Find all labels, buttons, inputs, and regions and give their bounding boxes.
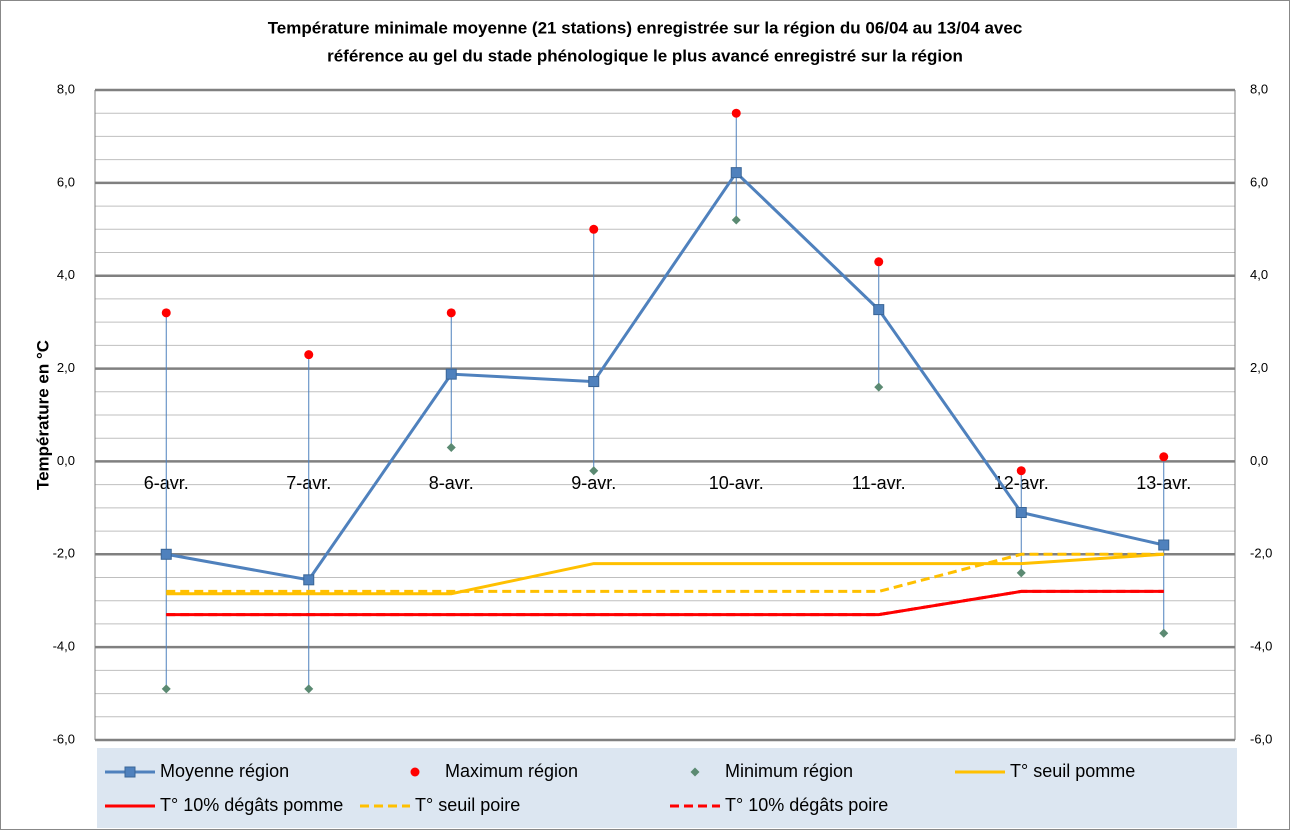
y-tick-label: 8,0 bbox=[57, 81, 75, 96]
marker-square bbox=[1015, 507, 1027, 518]
marker-circle bbox=[161, 308, 171, 318]
legend-label: T° 10% dégâts pomme bbox=[160, 795, 343, 815]
marker-square bbox=[445, 368, 457, 380]
y-tick-label: -6,0 bbox=[53, 731, 75, 746]
marker-square bbox=[303, 574, 315, 586]
legend-label: Minimum région bbox=[725, 761, 853, 781]
marker-circle bbox=[410, 767, 420, 777]
legend-label: T° seuil pomme bbox=[1010, 761, 1135, 781]
marker-circle bbox=[1016, 466, 1026, 476]
marker-circle bbox=[1159, 452, 1169, 462]
marker-square bbox=[160, 548, 172, 560]
marker-circle bbox=[304, 350, 314, 360]
marker-diamond bbox=[304, 684, 314, 694]
marker-circle bbox=[731, 108, 741, 118]
y2-tick-label: 0,0 bbox=[1250, 453, 1268, 468]
marker-square bbox=[1158, 539, 1170, 551]
marker-diamond bbox=[446, 443, 456, 452]
y-tick-label: 0,0 bbox=[57, 453, 75, 468]
x-tick-label: 10-avr. bbox=[709, 473, 764, 493]
marker-square bbox=[873, 304, 885, 316]
marker-circle bbox=[589, 224, 599, 234]
y2-tick-label: 4,0 bbox=[1250, 267, 1268, 282]
marker-diamond bbox=[1016, 568, 1026, 578]
y2-tick-label: -2,0 bbox=[1250, 546, 1272, 561]
marker-diamond bbox=[690, 767, 700, 777]
marker-diamond bbox=[589, 466, 599, 476]
x-tick-label: 9-avr. bbox=[571, 473, 616, 493]
legend-label: T° 10% dégâts poire bbox=[725, 795, 888, 815]
y-tick-label: 4,0 bbox=[57, 267, 75, 282]
y-axis-label: Température en °C bbox=[33, 340, 52, 490]
y-tick-label: 2,0 bbox=[57, 360, 75, 375]
y-tick-label: -4,0 bbox=[53, 639, 75, 654]
y2-tick-label: -6,0 bbox=[1250, 731, 1272, 746]
y2-tick-label: 8,0 bbox=[1250, 81, 1268, 96]
y-tick-label: -2,0 bbox=[53, 546, 75, 561]
y2-tick-label: 6,0 bbox=[1250, 174, 1268, 189]
marker-diamond bbox=[161, 684, 171, 694]
marker-square bbox=[124, 766, 136, 778]
series-line bbox=[166, 589, 1164, 617]
x-tick-label: 11-avr. bbox=[852, 473, 906, 493]
series-line bbox=[166, 552, 1164, 596]
x-tick-label: 8-avr. bbox=[429, 473, 474, 493]
marker-circle bbox=[446, 308, 456, 318]
y2-tick-label: 2,0 bbox=[1250, 360, 1268, 375]
chart-title: référence au gel du stade phénologique l… bbox=[327, 46, 963, 65]
marker-diamond bbox=[731, 215, 741, 225]
marker-circle bbox=[874, 257, 884, 267]
marker-diamond bbox=[1159, 628, 1169, 638]
marker-square bbox=[730, 167, 742, 179]
marker-diamond bbox=[874, 382, 884, 392]
series-line bbox=[165, 170, 1165, 582]
marker-square bbox=[588, 376, 600, 388]
series-line bbox=[166, 552, 1164, 593]
y-tick-label: 6,0 bbox=[57, 174, 75, 189]
legend-label: T° seuil poire bbox=[415, 795, 520, 815]
chart-title: Température minimale moyenne (21 station… bbox=[268, 18, 1023, 37]
y2-tick-label: -4,0 bbox=[1250, 639, 1272, 654]
legend-box bbox=[97, 748, 1237, 828]
legend-label: Maximum région bbox=[445, 761, 578, 781]
legend-label: Moyenne région bbox=[160, 761, 289, 781]
